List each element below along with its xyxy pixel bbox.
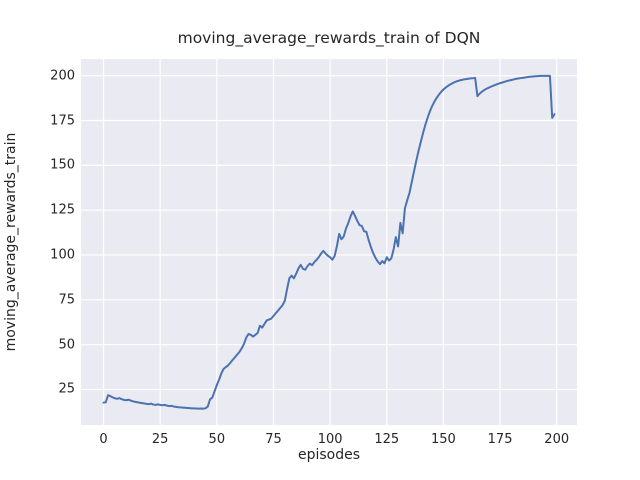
x-tick-label: 100 xyxy=(317,432,343,447)
x-tick-label: 75 xyxy=(265,432,282,447)
x-tick-label: 0 xyxy=(99,432,108,447)
x-axis-label: episodes xyxy=(297,447,361,463)
x-tick-label: 50 xyxy=(208,432,226,447)
y-tick-label: 100 xyxy=(50,247,75,263)
y-tick-label: 175 xyxy=(50,113,75,128)
y-tick-label: 125 xyxy=(50,202,75,218)
y-tick-label: 25 xyxy=(58,381,75,397)
x-tick-label: 125 xyxy=(374,432,400,447)
y-tick-label: 50 xyxy=(58,337,75,353)
line-series xyxy=(102,74,556,410)
x-tick-label: 25 xyxy=(151,432,169,447)
gridlines xyxy=(81,59,577,425)
y-axis-label: moving_average_rewards_train xyxy=(3,132,19,352)
plot-background xyxy=(81,59,577,425)
x-tick-label: 200 xyxy=(544,432,570,447)
y-tick-label: 75 xyxy=(58,292,75,308)
chart-title: moving_average_rewards_train of DQN xyxy=(177,29,481,47)
x-tick-label: 175 xyxy=(487,432,513,447)
y-tick-label: 200 xyxy=(50,68,75,84)
x-tick-label: 150 xyxy=(431,432,456,447)
y-tick-label: 150 xyxy=(50,157,75,173)
